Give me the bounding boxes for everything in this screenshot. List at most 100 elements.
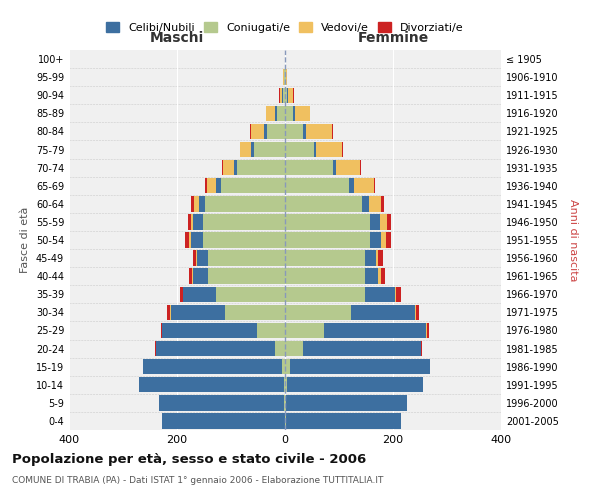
Bar — [193, 250, 196, 266]
Bar — [380, 268, 385, 284]
Bar — [285, 160, 332, 176]
Bar — [352, 304, 415, 320]
Bar — [191, 232, 203, 248]
Bar — [193, 268, 208, 284]
Bar — [188, 214, 191, 230]
Bar — [251, 142, 254, 157]
Y-axis label: Fasce di età: Fasce di età — [20, 207, 30, 273]
Bar — [223, 160, 234, 176]
Bar — [285, 395, 286, 410]
Bar — [266, 106, 275, 121]
Bar — [380, 214, 387, 230]
Bar — [365, 286, 395, 302]
Bar — [180, 286, 183, 302]
Bar — [238, 160, 285, 176]
Bar — [162, 414, 285, 428]
Bar — [314, 142, 316, 157]
Bar — [290, 359, 430, 374]
Text: Popolazione per età, sesso e stato civile - 2006: Popolazione per età, sesso e stato civil… — [12, 452, 366, 466]
Bar — [285, 377, 287, 392]
Bar — [194, 196, 199, 212]
Bar — [286, 70, 287, 85]
Bar — [221, 178, 285, 194]
Bar — [342, 142, 343, 157]
Bar — [359, 160, 361, 176]
Bar — [288, 88, 293, 103]
Bar — [158, 395, 284, 410]
Bar — [190, 268, 192, 284]
Bar — [324, 323, 427, 338]
Bar — [285, 359, 290, 374]
Bar — [184, 286, 216, 302]
Bar — [196, 250, 197, 266]
Bar — [332, 160, 336, 176]
Bar — [283, 88, 285, 103]
Bar — [285, 142, 314, 157]
Bar — [193, 214, 203, 230]
Bar — [386, 232, 391, 248]
Bar — [365, 268, 379, 284]
Bar — [286, 414, 401, 428]
Text: Femmine: Femmine — [358, 30, 428, 44]
Bar — [387, 214, 391, 230]
Bar — [285, 106, 293, 121]
Bar — [275, 341, 285, 356]
Bar — [275, 106, 277, 121]
Bar — [285, 341, 303, 356]
Bar — [337, 160, 359, 176]
Bar — [379, 268, 380, 284]
Bar — [139, 377, 284, 392]
Bar — [285, 124, 304, 139]
Bar — [190, 232, 191, 248]
Bar — [199, 196, 205, 212]
Bar — [285, 323, 324, 338]
Bar — [191, 214, 193, 230]
Bar — [370, 214, 380, 230]
Bar — [306, 124, 332, 139]
Text: Maschi: Maschi — [150, 30, 204, 44]
Bar — [295, 106, 310, 121]
Bar — [161, 323, 162, 338]
Bar — [277, 106, 285, 121]
Bar — [285, 214, 370, 230]
Bar — [157, 341, 275, 356]
Bar — [216, 286, 285, 302]
Y-axis label: Anni di nascita: Anni di nascita — [568, 198, 578, 281]
Bar — [206, 178, 216, 194]
Bar — [370, 232, 381, 248]
Bar — [143, 359, 283, 374]
Bar — [285, 232, 370, 248]
Bar — [283, 359, 285, 374]
Bar — [205, 196, 285, 212]
Bar — [191, 196, 194, 212]
Bar — [264, 124, 266, 139]
Bar — [287, 377, 423, 392]
Bar — [286, 395, 407, 410]
Bar — [203, 214, 285, 230]
Bar — [374, 178, 375, 194]
Bar — [285, 178, 349, 194]
Bar — [354, 178, 374, 194]
Bar — [379, 250, 383, 266]
Bar — [381, 196, 384, 212]
Bar — [280, 88, 283, 103]
Bar — [285, 286, 365, 302]
Bar — [362, 196, 369, 212]
Bar — [285, 304, 352, 320]
Bar — [284, 377, 285, 392]
Bar — [167, 304, 170, 320]
Bar — [266, 124, 285, 139]
Bar — [208, 250, 285, 266]
Bar — [293, 106, 295, 121]
Bar — [216, 178, 221, 194]
Bar — [163, 323, 257, 338]
Bar — [205, 178, 206, 194]
Bar — [416, 304, 419, 320]
Legend: Celibi/Nubili, Coniugati/e, Vedovi/e, Divorziati/e: Celibi/Nubili, Coniugati/e, Vedovi/e, Di… — [102, 18, 468, 37]
Bar — [185, 232, 190, 248]
Bar — [257, 323, 285, 338]
Bar — [316, 142, 342, 157]
Bar — [395, 286, 396, 302]
Bar — [349, 178, 354, 194]
Bar — [376, 250, 379, 266]
